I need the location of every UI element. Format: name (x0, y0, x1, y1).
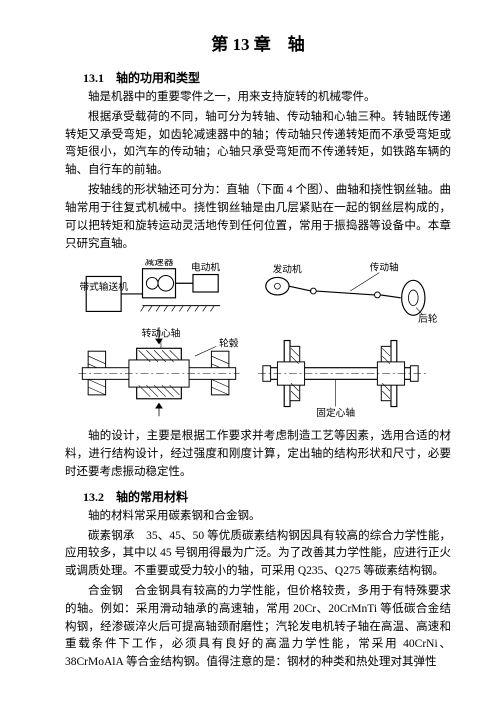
label-hub: 轮毂 (219, 337, 239, 350)
label-reducer: 减速器 (144, 259, 173, 268)
fig-fixed-axle: 固定心轴 (258, 341, 426, 420)
section-13-2-title: 13.2 轴的常用材料 (65, 488, 451, 505)
fig-conveyor-assembly: 带式输送机 减速器 电动机 (79, 259, 220, 311)
label-motor: 电动机 (191, 261, 220, 274)
fig-drive-shaft: 发动机 传动轴 后轮 (266, 261, 438, 325)
chapter-title: 第 13 章 轴 (65, 30, 451, 55)
label-fixedaxle: 固定心轴 (316, 407, 355, 420)
label-driveshaft: 传动轴 (370, 261, 399, 274)
label-engine: 发动机 (273, 263, 302, 276)
s1-p1: 轴是机器中的重要零件之一，用来支持旋转的机械零件。 (65, 89, 451, 107)
section-13-1-title: 13.1 轴的功用和类型 (65, 69, 451, 86)
label-rearwheel: 后轮 (418, 312, 438, 325)
s2-p1: 轴的材料常采用碳素钢和合金钢。 (65, 508, 451, 526)
label-rotaxle: 转动心轴 (142, 327, 181, 340)
s1-p2: 根据承受载荷的不同，轴可分为转轴、传动轴和心轴三种。转轴既传递转矩又承受弯矩，如… (65, 109, 451, 180)
label-conveyor: 带式输送机 (79, 280, 128, 293)
s2-intro: 轴的设计，主要是根据工作要求并考虑制造工艺等因素，选用合适的材料，进行结构设计，… (65, 428, 451, 481)
s2-p3: 合金钢 合金钢具有较高的力学性能，但价格较贵，多用于有特殊要求的轴。例如：采用滑… (65, 583, 451, 672)
fig-rotating-axle: 转动心轴 轮毂 (78, 327, 239, 417)
s1-p3: 按轴线的形状轴还可分为：直轴（下面 4 个图）、曲轴和挠性钢丝轴。曲轴常用于往复… (65, 182, 451, 253)
shaft-diagrams: 带式输送机 减速器 电动机 (65, 259, 451, 424)
s2-p2: 碳素钢承 35、45、50 等优质碳素结构钢因具有较高的综合力学性能，应用较多，… (65, 528, 451, 581)
